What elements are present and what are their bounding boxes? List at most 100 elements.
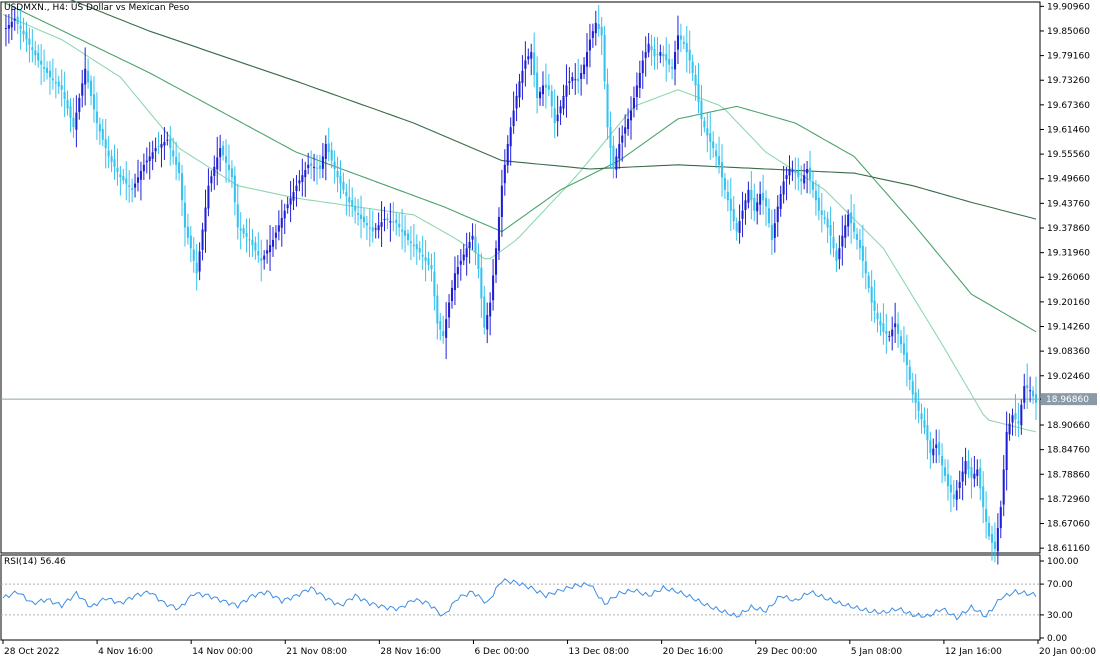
- bull-candle: [75, 112, 78, 130]
- bear-candle: [547, 85, 550, 90]
- bear-candle: [653, 49, 656, 57]
- bull-candle: [888, 335, 891, 337]
- bear-candle: [970, 467, 973, 478]
- bull-candle: [456, 267, 459, 275]
- bear-candle: [421, 254, 424, 257]
- bear-candle: [371, 227, 374, 232]
- bull-candle: [450, 287, 454, 302]
- bear-candle: [536, 72, 539, 99]
- bear-candle: [729, 198, 732, 211]
- bear-candle: [882, 323, 885, 332]
- bull-candle: [674, 52, 677, 70]
- bear-candle: [920, 413, 923, 420]
- bear-candle: [342, 181, 345, 190]
- bull-candle: [263, 255, 266, 260]
- bull-candle: [803, 175, 806, 184]
- bull-candle: [776, 206, 779, 223]
- bear-candle: [119, 174, 122, 178]
- bull-candle: [304, 170, 307, 178]
- bull-candle: [321, 156, 324, 169]
- bear-candle: [794, 170, 797, 174]
- bear-candle: [483, 296, 486, 328]
- bear-candle: [131, 188, 134, 190]
- bear-candle: [92, 94, 96, 110]
- bear-candle: [401, 229, 404, 232]
- bull-candle: [521, 70, 524, 83]
- bear-candle: [911, 381, 914, 395]
- price-tick-label: 19.61460: [1047, 125, 1090, 135]
- bull-candle: [973, 473, 976, 479]
- price-tick-label: 19.55560: [1047, 150, 1090, 160]
- bear-candle: [811, 181, 814, 190]
- bull-candle: [894, 323, 897, 328]
- bull-candle: [207, 185, 210, 209]
- bear-candle: [870, 286, 873, 303]
- bear-candle: [656, 54, 659, 56]
- bear-candle: [706, 128, 709, 136]
- bull-candle: [78, 98, 81, 113]
- bull-candle: [559, 106, 562, 114]
- bull-candle: [500, 185, 503, 218]
- last-price-tag: [1041, 393, 1097, 406]
- bear-candle: [412, 244, 415, 247]
- bull-candle: [503, 164, 506, 184]
- bear-candle: [823, 217, 826, 220]
- bear-candle: [982, 486, 985, 508]
- chart-title: USDMXN., H4: US Dollar vs Mexican Peso: [4, 3, 189, 13]
- bull-candle: [277, 225, 280, 232]
- bull-candle: [1005, 431, 1008, 471]
- bear-candle: [943, 467, 947, 476]
- bull-candle: [374, 228, 377, 230]
- bear-candle: [225, 156, 228, 163]
- bull-candle: [497, 216, 500, 251]
- bull-candle: [759, 194, 762, 205]
- bull-candle: [756, 202, 759, 212]
- bear-candle: [442, 330, 445, 336]
- bear-candle: [427, 258, 430, 265]
- bull-candle: [644, 52, 647, 58]
- bear-candle: [826, 218, 829, 228]
- bear-candle: [926, 425, 929, 441]
- bear-candle: [359, 214, 363, 220]
- bull-candle: [958, 482, 961, 488]
- bear-candle: [1017, 421, 1020, 424]
- bear-candle: [908, 366, 911, 380]
- bear-candle: [577, 78, 580, 82]
- time-tick-label: 20 Dec 16:00: [663, 647, 724, 657]
- bull-candle: [286, 204, 289, 209]
- bull-candle: [591, 31, 594, 38]
- bear-candle: [63, 91, 66, 100]
- time-tick-label: 20 Jan 00:00: [1039, 647, 1096, 657]
- bear-candle: [809, 167, 812, 180]
- bear-candle: [650, 46, 653, 51]
- bear-candle: [873, 300, 876, 311]
- bull-candle: [151, 152, 154, 159]
- bull-candle: [518, 81, 521, 98]
- bear-candle: [902, 343, 905, 355]
- bull-candle: [1029, 390, 1032, 392]
- bull-candle: [292, 191, 295, 201]
- bear-candle: [43, 67, 46, 69]
- bear-candle: [95, 111, 98, 124]
- bull-candle: [580, 72, 583, 79]
- bear-candle: [51, 78, 54, 81]
- bear-candle: [248, 239, 251, 241]
- bear-candle: [709, 133, 712, 142]
- bear-candle: [609, 127, 612, 149]
- time-tick-label: 13 Dec 08:00: [569, 647, 630, 657]
- bull-candle: [524, 60, 527, 69]
- bull-candle: [468, 242, 471, 248]
- bull-candle: [377, 225, 380, 231]
- bear-candle: [113, 159, 116, 167]
- bear-candle: [861, 245, 864, 261]
- price-tick-label: 19.43760: [1047, 199, 1090, 209]
- bear-candle: [357, 213, 360, 215]
- bull-candle: [1011, 415, 1014, 423]
- bull-candle: [10, 21, 13, 28]
- time-tick-label: 6 Dec 00:00: [474, 647, 529, 657]
- bull-candle: [527, 56, 530, 60]
- bull-candle: [274, 232, 277, 238]
- bear-candle: [398, 223, 401, 228]
